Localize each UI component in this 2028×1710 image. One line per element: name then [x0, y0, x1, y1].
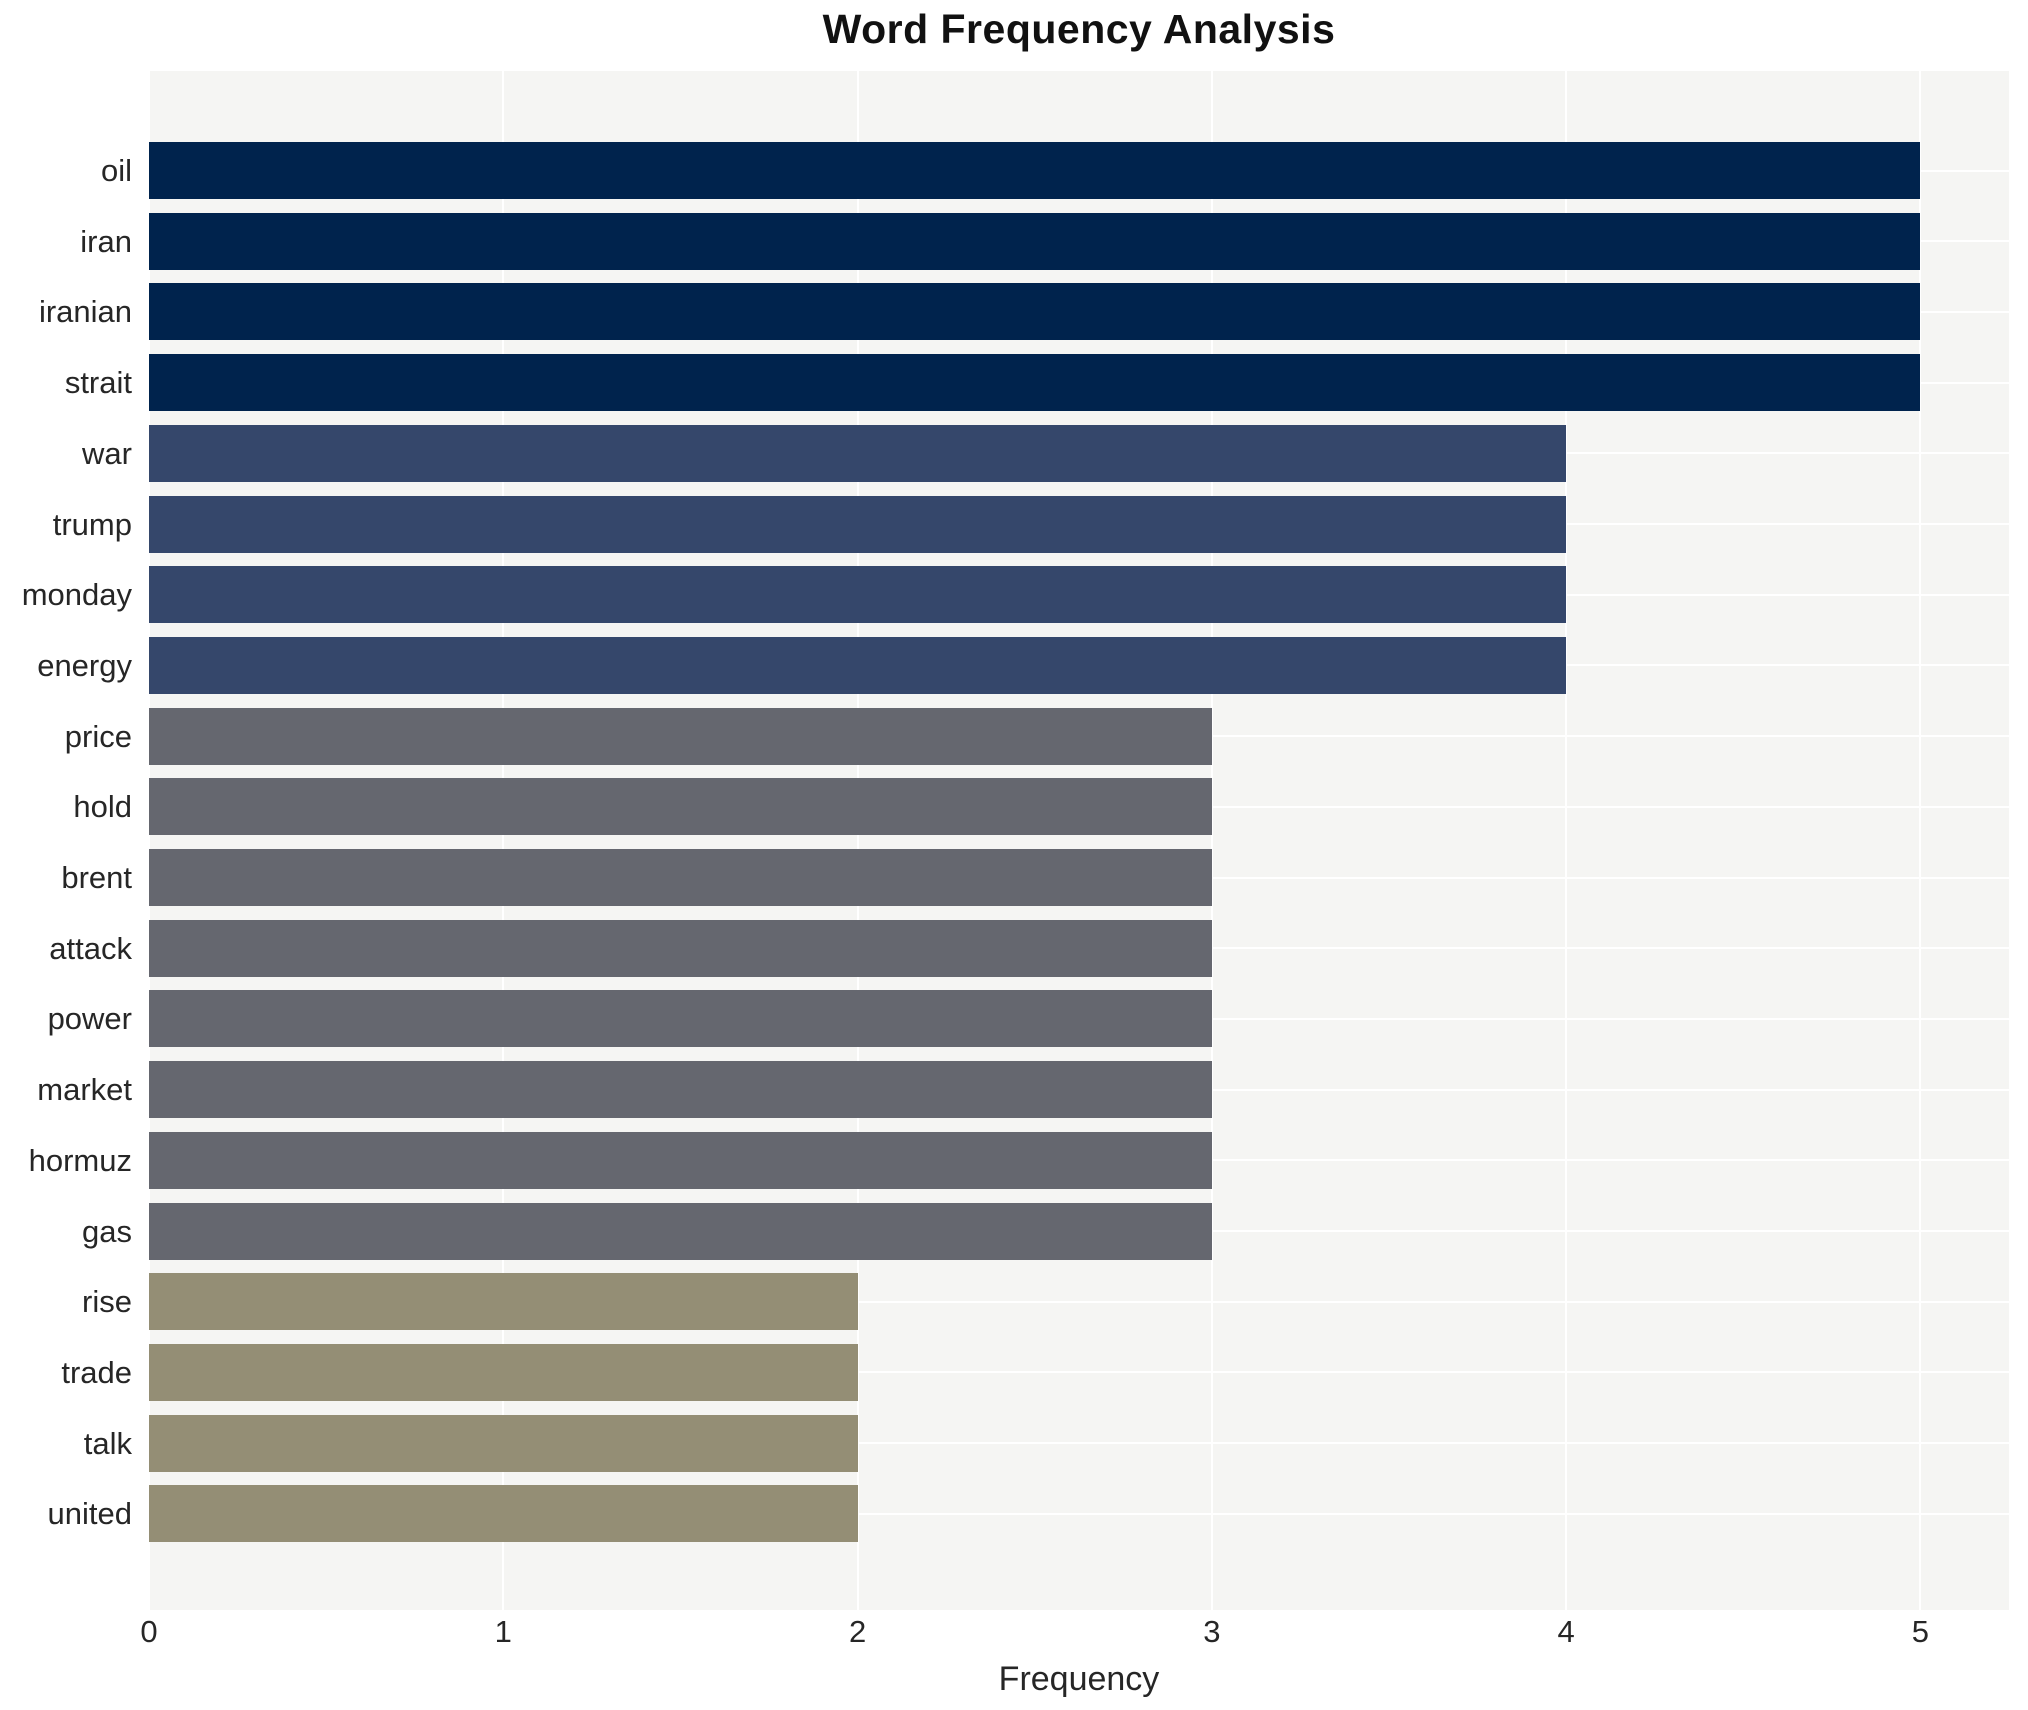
horizontal-gridline: [149, 1300, 2009, 1303]
frequency-bar-iranian: [149, 283, 1921, 341]
bar-row: [149, 1202, 2009, 1260]
frequency-bar-brent: [149, 849, 1212, 906]
bar-row: [149, 990, 2009, 1048]
chart-title: Word Frequency Analysis: [822, 6, 1336, 52]
x-tick-label-0: 0: [140, 1614, 158, 1649]
vertical-gridline: [856, 71, 859, 1610]
category-label-strait: strait: [64, 365, 132, 401]
frequency-bar-price: [149, 707, 1212, 765]
bar-row: [149, 566, 2009, 624]
bar-row: [149, 1131, 2009, 1189]
frequency-bar-hold: [149, 778, 1212, 836]
category-label-rise: rise: [82, 1284, 132, 1320]
frequency-bar-monday: [149, 566, 1567, 624]
category-label-monday: monday: [21, 577, 132, 613]
frequency-bar-energy: [149, 636, 1567, 694]
frequency-bar-attack: [149, 919, 1212, 977]
frequency-bar-power: [149, 990, 1212, 1048]
bar-row: [149, 495, 2009, 553]
bar-row: [149, 212, 2009, 270]
x-tick-label-3: 3: [1203, 1614, 1221, 1649]
category-label-trump: trump: [52, 506, 132, 542]
bar-row: [149, 283, 2009, 341]
category-label-hold: hold: [73, 789, 132, 825]
x-tick-label-2: 2: [848, 1614, 867, 1649]
x-tick-label-1: 1: [494, 1614, 512, 1649]
x-axis-label: Frequency: [998, 1660, 1160, 1698]
category-label-market: market: [37, 1072, 132, 1108]
x-tick-label-4: 4: [1557, 1614, 1575, 1649]
category-label-power: power: [47, 1001, 132, 1037]
category-label-united: united: [47, 1496, 132, 1532]
frequency-bar-rise: [149, 1273, 858, 1331]
frequency-bar-hormuz: [149, 1131, 1212, 1189]
bar-row: [149, 1273, 2009, 1331]
category-label-brent: brent: [61, 860, 132, 895]
bar-row: [149, 849, 2009, 906]
category-label-hormuz: hormuz: [28, 1142, 132, 1178]
category-label-trade: trade: [61, 1354, 132, 1390]
bar-row: [149, 1414, 2009, 1472]
vertical-gridline: [148, 71, 150, 1610]
frequency-bar-trump: [149, 495, 1567, 553]
frequency-bar-oil: [149, 142, 1921, 199]
frequency-bar-iran: [149, 212, 1921, 270]
plot-area: [148, 71, 2009, 1610]
category-label-energy: energy: [37, 647, 132, 683]
category-label-gas: gas: [82, 1213, 132, 1249]
bar-row: [149, 1485, 2009, 1543]
bar-row: [149, 919, 2009, 977]
vertical-gridline: [1919, 71, 1922, 1610]
category-label-talk: talk: [83, 1425, 132, 1461]
bar-row: [149, 778, 2009, 836]
horizontal-gridline: [149, 1512, 2009, 1515]
frequency-bar-talk: [149, 1414, 858, 1472]
frequency-bar-market: [149, 1061, 1212, 1119]
bar-row: [149, 142, 2009, 199]
frequency-bar-united: [149, 1485, 858, 1543]
bar-row: [149, 707, 2009, 765]
bar-row: [149, 636, 2009, 694]
category-label-attack: attack: [49, 930, 132, 966]
bar-row: [149, 424, 2009, 482]
x-tick-label-5: 5: [1911, 1614, 1930, 1649]
category-label-oil: oil: [100, 153, 132, 188]
frequency-bar-gas: [149, 1202, 1212, 1260]
category-label-price: price: [64, 718, 132, 754]
vertical-gridline: [502, 71, 505, 1610]
category-label-war: war: [82, 435, 132, 471]
frequency-bar-strait: [149, 354, 1921, 412]
horizontal-gridline: [149, 1442, 2009, 1445]
vertical-gridline: [1565, 71, 1568, 1610]
bar-row: [149, 1061, 2009, 1119]
horizontal-gridline: [149, 1371, 2009, 1374]
bar-row: [149, 1343, 2009, 1401]
frequency-bar-war: [149, 424, 1567, 482]
category-label-iran: iran: [80, 223, 132, 259]
category-label-iranian: iranian: [38, 294, 132, 330]
frequency-bar-trade: [149, 1343, 858, 1401]
bar-row: [149, 354, 2009, 412]
vertical-gridline: [1210, 71, 1213, 1610]
